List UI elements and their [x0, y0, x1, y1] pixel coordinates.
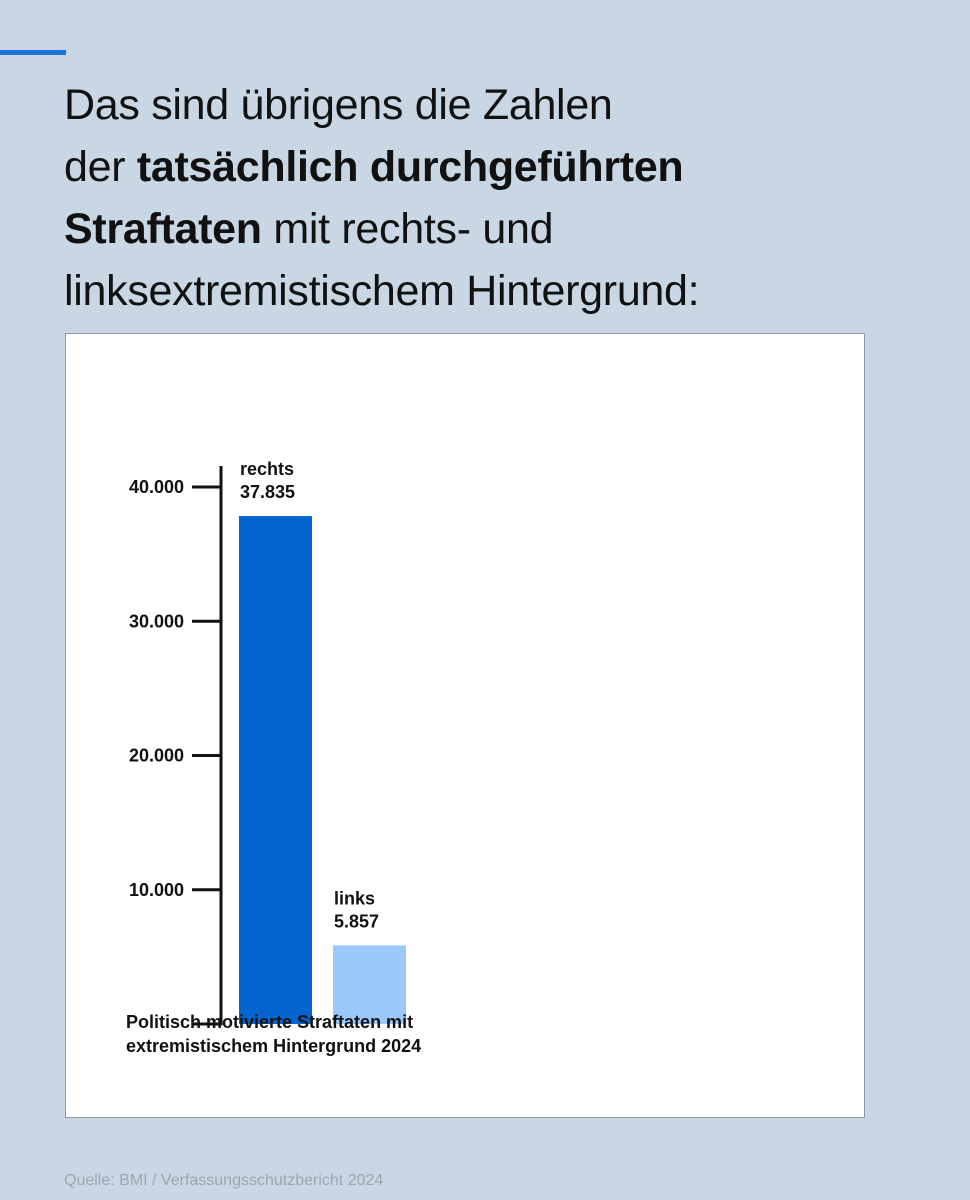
bar-category-label: links [334, 888, 375, 908]
headline-line-1: Das sind übrigens die Zahlen [64, 81, 613, 129]
bar-chart: 10.000 20.000 30.000 40.000 rechts 37.835 lin… [129, 459, 406, 1026]
y-tick-label: 30.000 [129, 611, 184, 631]
bar-category-label: rechts [240, 459, 294, 479]
y-axis-ticks: 10.000 20.000 30.000 40.000 [129, 477, 221, 1026]
chart-caption-line-2: extremistischem Hintergrund 2024 [126, 1036, 422, 1056]
headline-line-2-prefix: der [64, 143, 137, 191]
headline-line-3-suffix: mit rechts- und [261, 205, 554, 253]
accent-line [0, 50, 66, 55]
bar-links [333, 945, 406, 1024]
bar-value-label: 37.835 [240, 482, 295, 502]
y-tick-label: 40.000 [129, 477, 184, 497]
headline: Das sind übrigens die Zahlen der tatsäch… [64, 74, 924, 322]
source-note: Quelle: BMI / Verfassungsschutzbericht 2… [64, 1172, 384, 1189]
headline-line-3-bold: Straftaten [64, 205, 262, 253]
chart-card: 10.000 20.000 30.000 40.000 rechts 37.835 lin… [65, 333, 865, 1118]
bar-value-label: 5.857 [334, 911, 379, 931]
headline-line-4: linksextremistischem Hintergrund: [64, 267, 700, 315]
headline-line-2-bold: tatsächlich durchgeführten [136, 143, 684, 191]
bars: rechts 37.835 links 5.857 [239, 459, 406, 1024]
y-tick-label: 10.000 [129, 880, 184, 900]
chart-caption-line-1: Politisch motivierte Straftaten mit [126, 1012, 414, 1032]
chart-caption: Politisch motivierte Straftaten mit extr… [126, 1010, 646, 1058]
y-tick-label: 20.000 [129, 746, 184, 766]
bar-rechts [239, 516, 312, 1024]
